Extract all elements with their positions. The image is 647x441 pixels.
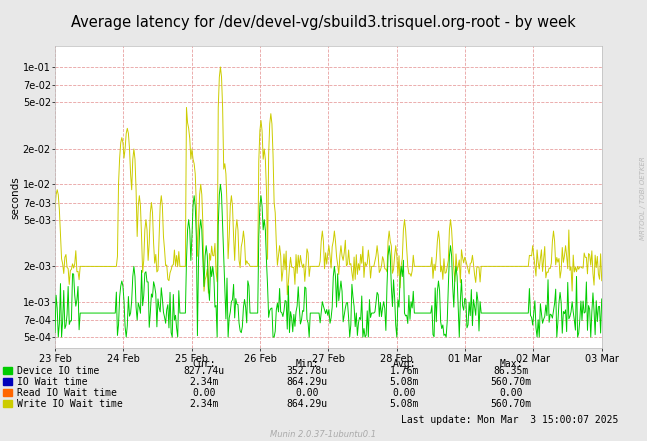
Text: Average latency for /dev/devel-vg/sbuild3.trisquel.org-root - by week: Average latency for /dev/devel-vg/sbuild… [71,15,576,30]
Text: 0.00: 0.00 [192,388,215,398]
Text: Device IO time: Device IO time [17,366,99,376]
Text: 864.29u: 864.29u [287,399,328,409]
Text: 2.34m: 2.34m [189,399,219,409]
Text: IO Wait time: IO Wait time [17,377,87,387]
Text: 0.00: 0.00 [393,388,416,398]
Text: MRTOOL / TOBI OETKER: MRTOOL / TOBI OETKER [640,157,646,240]
Text: 0.00: 0.00 [499,388,523,398]
Text: 1.76m: 1.76m [389,366,419,376]
Text: 352.78u: 352.78u [287,366,328,376]
Text: Read IO Wait time: Read IO Wait time [17,388,116,398]
Text: 864.29u: 864.29u [287,377,328,387]
Text: Write IO Wait time: Write IO Wait time [17,399,122,409]
Text: 0.00: 0.00 [296,388,319,398]
Text: 5.08m: 5.08m [389,399,419,409]
Text: Munin 2.0.37-1ubuntu0.1: Munin 2.0.37-1ubuntu0.1 [270,430,377,439]
Text: Max:: Max: [499,359,523,370]
Text: 560.70m: 560.70m [490,377,532,387]
Text: 86.35m: 86.35m [494,366,529,376]
Text: 560.70m: 560.70m [490,399,532,409]
Text: Cur:: Cur: [192,359,215,370]
Text: Avg:: Avg: [393,359,416,370]
Text: 827.74u: 827.74u [183,366,225,376]
Text: 5.08m: 5.08m [389,377,419,387]
Y-axis label: seconds: seconds [10,176,20,219]
Text: 2.34m: 2.34m [189,377,219,387]
Text: Min:: Min: [296,359,319,370]
Text: Last update: Mon Mar  3 15:00:07 2025: Last update: Mon Mar 3 15:00:07 2025 [401,415,619,425]
